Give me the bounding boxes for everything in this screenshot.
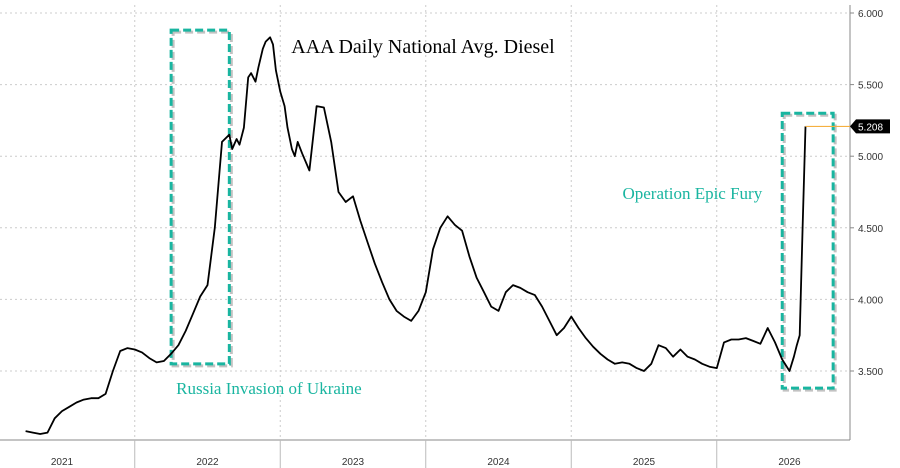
diesel-price-line [25,36,807,435]
annotation-box [780,111,835,390]
last-value-label: 5.208 [858,122,883,133]
annotation-box-shadow [171,30,233,368]
annotation-box-shadow [782,113,837,392]
annotation-boxes: Russia Invasion of Ukraine Operation Epic… [169,28,837,398]
annotation-box [169,28,231,366]
y-tick-labels: 6.000 5.500 5.000 4.500 4.000 3.500 [850,9,883,378]
x-tick-label: 2026 [778,457,801,468]
y-tick-label: 5.500 [858,81,883,92]
x-tick-labels: 2021 2022 2023 2024 2025 2026 [51,440,801,468]
grid-lines [0,5,850,440]
x-tick-label: 2025 [633,457,656,468]
x-tick-label: 2024 [487,457,510,468]
chart-title: AAA Daily National Avg. Diesel [291,36,555,58]
y-tick-label: 6.000 [858,9,883,20]
y-tick-label: 3.500 [858,367,883,378]
x-tick-label: 2021 [51,457,74,468]
last-value-marker: 5.208 [805,119,890,134]
last-value-badge [850,119,890,134]
x-tick-label: 2023 [342,457,365,468]
y-tick-label: 4.500 [858,224,883,235]
annotation-label: Russia Invasion of Ukraine [176,379,362,398]
x-tick-label: 2022 [196,457,219,468]
y-tick-label: 5.000 [858,152,883,163]
chart-axes [0,5,851,441]
annotation-label: Operation Epic Fury [622,184,762,203]
y-tick-label: 4.000 [858,295,883,306]
